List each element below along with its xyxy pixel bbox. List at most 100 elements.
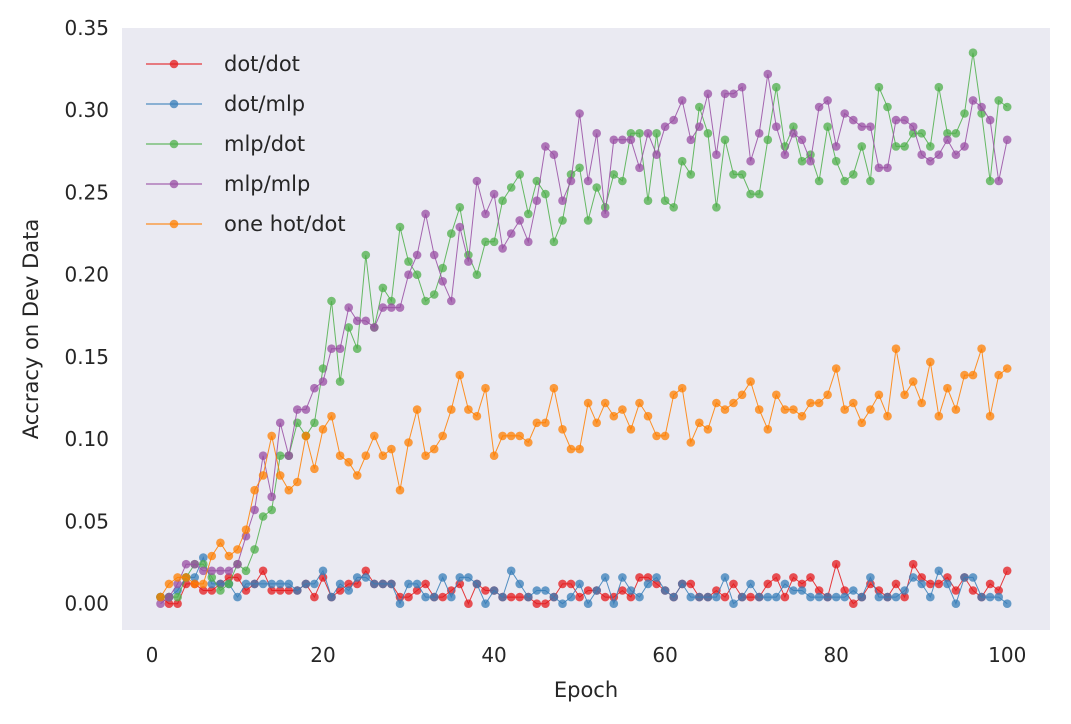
data-point (404, 438, 413, 447)
data-point (267, 586, 277, 595)
legend-item: one hot/dot (146, 212, 346, 236)
data-point (250, 485, 259, 495)
data-point (900, 592, 909, 602)
data-point (626, 135, 636, 145)
y-tick-label: 0.00 (64, 592, 109, 616)
data-point (524, 209, 533, 219)
data-point (943, 579, 952, 589)
data-point (677, 383, 687, 393)
data-point (506, 592, 516, 602)
data-point (686, 592, 696, 602)
data-point (532, 586, 542, 595)
data-point (164, 592, 174, 602)
data-point (934, 411, 944, 421)
data-point (951, 599, 961, 608)
plot-background (122, 28, 1050, 630)
data-point (720, 89, 730, 99)
data-point (318, 573, 328, 582)
data-point (618, 586, 627, 595)
data-point (532, 418, 542, 428)
data-point (275, 586, 285, 595)
data-point (250, 545, 259, 554)
legend-marker (169, 219, 179, 229)
data-point (866, 405, 875, 414)
data-point (224, 579, 234, 589)
data-point (489, 189, 499, 199)
data-point (797, 586, 807, 595)
data-point (635, 163, 644, 173)
series-line (160, 348, 1008, 598)
data-point (609, 135, 619, 145)
data-point (720, 405, 730, 414)
data-point (284, 485, 294, 495)
data-point (763, 69, 773, 79)
data-point (926, 142, 935, 151)
legend-label: mlp/dot (224, 132, 305, 156)
data-point (575, 109, 584, 118)
data-point (917, 579, 926, 589)
data-point (960, 573, 969, 582)
data-point (190, 579, 199, 589)
data-point (207, 573, 217, 582)
data-point (267, 579, 277, 589)
data-point (934, 566, 944, 576)
data-point (874, 82, 884, 92)
data-point (216, 579, 225, 589)
data-point (900, 586, 909, 595)
data-point (737, 170, 747, 179)
data-point (712, 203, 721, 212)
y-tick-label: 0.10 (64, 427, 109, 451)
data-point (258, 512, 268, 521)
data-point (840, 176, 849, 186)
data-point (891, 115, 901, 125)
data-point (404, 270, 413, 280)
x-tick-label: 20 (310, 643, 335, 667)
data-point (250, 505, 259, 515)
data-point (464, 257, 473, 266)
y-axis-ticks: 0.00 0.05 0.10 0.15 0.20 0.25 0.30 0.35 (64, 16, 109, 616)
data-point (506, 183, 516, 192)
data-point (515, 579, 524, 589)
data-point (866, 122, 875, 131)
data-point (370, 323, 379, 332)
data-point (275, 471, 285, 480)
data-point (789, 405, 798, 414)
data-point (660, 431, 670, 441)
series-mlp-mlp (156, 69, 1012, 608)
data-point (669, 115, 678, 125)
data-point (472, 579, 482, 589)
data-point (199, 553, 208, 562)
data-point (985, 592, 995, 602)
data-point (849, 599, 858, 608)
data-point (789, 586, 798, 595)
data-point (857, 142, 867, 151)
series-line (160, 556, 1008, 606)
data-point (173, 579, 182, 589)
data-point (258, 451, 268, 461)
y-tick-label: 0.25 (64, 180, 109, 204)
data-point (754, 405, 764, 414)
data-point (464, 573, 473, 582)
x-tick-label: 100 (988, 643, 1026, 667)
data-point (703, 89, 713, 99)
data-point (840, 405, 849, 414)
data-point (421, 451, 430, 461)
data-point (729, 89, 738, 99)
data-point (686, 135, 696, 145)
data-point (515, 170, 524, 179)
data-point (481, 586, 490, 595)
data-point (823, 592, 832, 602)
data-point (515, 592, 524, 602)
data-point (960, 370, 969, 380)
data-point (335, 344, 345, 354)
data-point (489, 586, 499, 595)
data-point (335, 586, 345, 595)
data-point (583, 176, 593, 186)
data-point (190, 573, 199, 582)
data-point (643, 579, 653, 589)
data-point (1002, 364, 1012, 373)
data-point (378, 303, 388, 312)
data-point (412, 270, 422, 280)
data-point (908, 122, 918, 131)
data-point (677, 156, 687, 166)
